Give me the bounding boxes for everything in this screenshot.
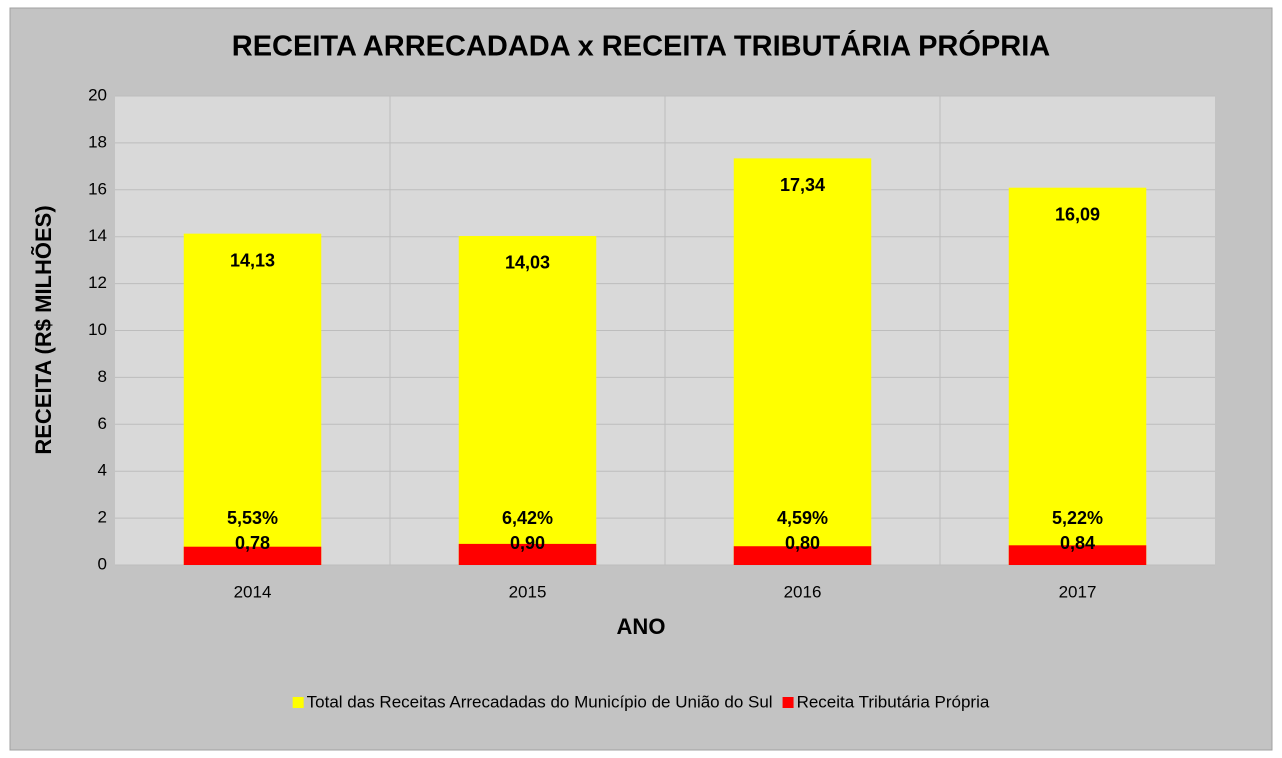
y-tick-label: 0 [98,554,107,573]
bar [1008,545,1147,565]
y-tick-label: 2 [98,508,107,527]
value-label: 0,78 [235,533,270,553]
legend-label: Total das Receitas Arrecadadas do Municí… [307,692,773,711]
bar [733,158,872,565]
bar [1008,187,1147,565]
y-tick-label: 4 [98,461,107,480]
x-tick-label: 2014 [234,582,272,601]
legend: Total das Receitas Arrecadadas do Municí… [292,692,990,711]
percent-label: 6,42% [502,508,553,528]
value-label: 0,90 [510,533,545,553]
legend-swatch [782,697,794,708]
y-tick-label: 16 [88,179,107,198]
percent-label: 5,53% [227,508,278,528]
bar [458,543,597,565]
bar [183,546,322,565]
value-label: 17,34 [780,175,825,195]
value-label: 14,13 [230,250,275,270]
y-tick-label: 8 [98,367,107,386]
value-label: 0,80 [785,533,820,553]
bar [733,546,872,565]
x-tick-label: 2016 [784,582,822,601]
percent-label: 4,59% [777,508,828,528]
value-label: 0,84 [1060,533,1095,553]
y-tick-label: 6 [98,414,107,433]
value-label: 16,09 [1055,204,1100,224]
y-tick-label: 10 [88,320,107,339]
y-axis-label: RECEITA (R$ MILHÕES) [31,205,56,454]
y-tick-label: 18 [88,132,107,151]
chart-title: RECEITA ARRECADADA x RECEITA TRIBUTÁRIA … [232,29,1051,63]
y-tick-label: 20 [88,85,107,104]
x-tick-label: 2017 [1059,582,1097,601]
x-tick-label: 2015 [509,582,547,601]
legend-label: Receita Tributária Própria [797,692,990,711]
bar [458,235,597,565]
y-tick-label: 12 [88,273,107,292]
legend-swatch [292,697,304,708]
x-axis-label: ANO [617,614,666,639]
percent-label: 5,22% [1052,508,1103,528]
value-label: 14,03 [505,253,550,273]
bar [183,233,322,566]
y-tick-label: 14 [88,226,107,245]
